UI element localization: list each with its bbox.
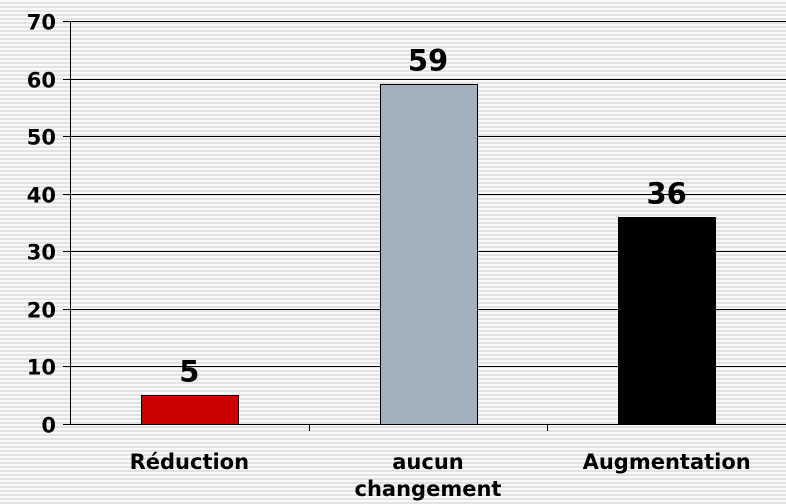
y-tick-label-70: 70 xyxy=(27,11,56,35)
category-label-2: aucun changement xyxy=(355,450,502,501)
bar-1 xyxy=(141,395,239,425)
data-label-2: 59 xyxy=(408,44,448,78)
bar-2 xyxy=(380,84,478,425)
data-label-3: 36 xyxy=(646,177,686,211)
axes xyxy=(63,21,786,431)
category-label-1: Réduction xyxy=(130,450,249,474)
y-tick-label-0: 0 xyxy=(41,414,56,438)
y-tick-label-50: 50 xyxy=(27,126,56,150)
y-tick-label-20: 20 xyxy=(27,299,56,323)
bar-3 xyxy=(618,217,716,425)
category-label-3: Augmentation xyxy=(583,450,751,474)
y-axis-tick-labels: 0 10 20 30 40 50 60 70 xyxy=(27,11,56,438)
y-tick-label-10: 10 xyxy=(27,356,56,380)
bars xyxy=(141,84,716,425)
y-tick-label-30: 30 xyxy=(27,241,56,265)
data-label-1: 5 xyxy=(179,355,199,389)
x-axis-category-labels: Réduction aucun changement Augmentation xyxy=(130,450,751,501)
data-labels: 5 59 36 xyxy=(179,44,687,389)
y-tick-label-60: 60 xyxy=(27,69,56,93)
y-tick-label-40: 40 xyxy=(27,184,56,208)
